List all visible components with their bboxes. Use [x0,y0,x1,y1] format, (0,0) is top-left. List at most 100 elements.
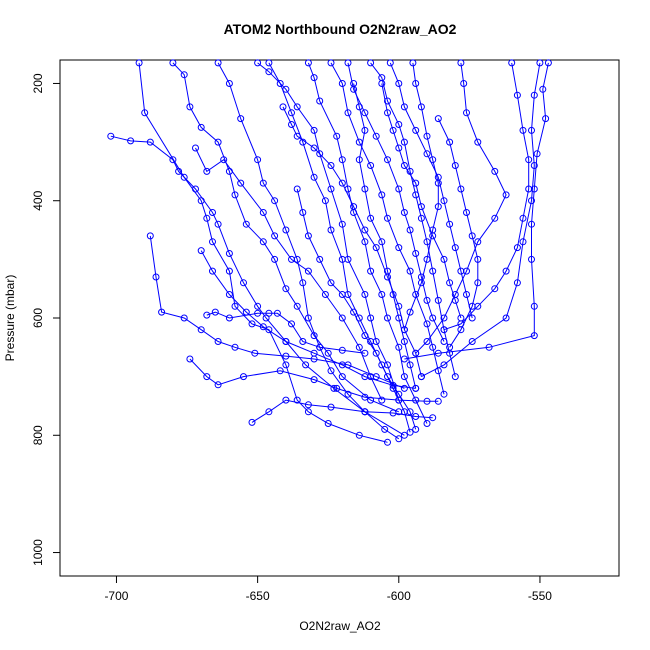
data-point [310,74,318,82]
data-point [310,173,318,181]
data-point [175,167,183,175]
data-point [378,396,386,404]
data-point [259,179,267,187]
data-point [502,191,510,199]
data-point [304,59,312,67]
data-point [271,232,279,240]
data-point [530,332,538,340]
data-point [406,267,414,275]
data-point [468,314,476,322]
data-point [446,220,454,228]
data-point [192,185,199,193]
data-point [384,267,391,275]
data-point [451,162,459,169]
data-point [474,138,482,146]
data-point [378,238,386,246]
data-point [304,267,312,275]
series-5 [186,355,442,405]
data-point [350,203,358,211]
data-point [542,115,550,123]
data-point [417,203,425,211]
data-point [400,431,408,439]
data-point [338,373,346,381]
data-point [502,267,510,275]
y-tick-label: 400 [31,190,45,210]
data-point [361,126,369,134]
data-point [400,373,408,381]
data-point [231,191,239,199]
data-point [214,220,222,228]
data-point [259,238,267,246]
data-point [152,273,160,281]
data-point [395,80,403,87]
data-point [225,267,233,275]
data-point [288,121,295,128]
data-point [251,349,259,357]
data-point [406,308,414,316]
data-point [350,80,358,87]
data-point [169,59,177,67]
data-point [460,80,468,87]
data-point [440,338,448,345]
data-point [395,121,403,128]
data-point [237,179,245,187]
data-point [214,338,222,345]
data-point [310,349,318,357]
data-point [197,326,205,334]
data-point [417,273,425,281]
data-point [417,214,425,222]
data-point [457,314,465,322]
data-point [254,59,262,67]
data-point [271,197,279,205]
data-point [338,291,346,298]
data-point [395,390,403,398]
data-point [429,414,437,422]
data-point [434,296,442,304]
data-point [293,302,301,310]
data-point [451,296,459,304]
data-point [248,418,256,426]
data-point [254,309,262,317]
data-point [231,343,239,351]
series-line [347,62,445,342]
data-point [389,291,397,298]
data-point [324,349,332,357]
data-point [146,232,154,240]
data-point [288,320,295,328]
data-point [440,314,448,322]
data-point [389,126,397,134]
data-point [293,185,301,193]
data-point [400,162,408,169]
data-point [355,431,363,439]
data-point [214,381,222,389]
series-line [149,235,405,389]
data-point [209,238,216,246]
data-point [463,209,470,216]
x-tick-label: -550 [528,589,552,603]
x-tick-label: -600 [387,589,411,603]
data-point [423,338,431,345]
data-point [203,167,211,175]
data-point [180,314,188,322]
data-point [528,197,535,205]
data-point [395,185,403,193]
data-point [395,343,403,351]
data-point [231,302,239,310]
data-point [384,314,391,322]
data-point [282,226,290,234]
data-point [412,425,420,433]
data-point [327,403,335,411]
data-point [528,126,535,134]
data-point [186,103,194,111]
series-20 [293,185,420,433]
data-point [310,126,318,134]
data-point [468,232,476,240]
data-point [446,279,454,287]
data-point [316,97,324,105]
series-line [389,62,473,319]
data-point [293,132,301,140]
data-point [400,355,408,363]
data-point [321,197,329,205]
y-tick-label: 200 [31,73,45,93]
